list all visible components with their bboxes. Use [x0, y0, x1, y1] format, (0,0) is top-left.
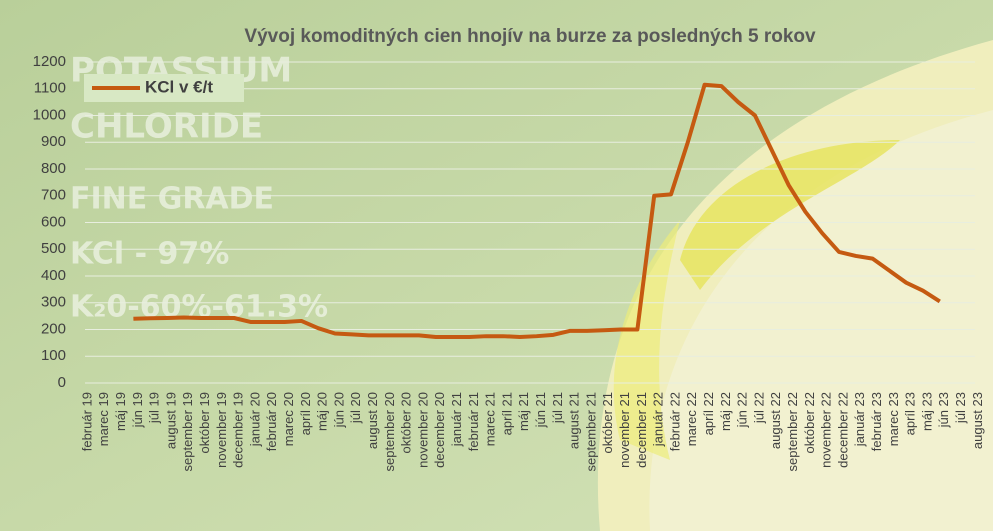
x-tick-label: október 20: [399, 392, 414, 453]
x-tick-label: marec 21: [483, 392, 498, 446]
y-tick-label: 300: [41, 294, 66, 311]
y-tick-label: 900: [41, 133, 66, 150]
x-tick-label: júl 20: [348, 392, 363, 424]
x-tick-label: júl 23: [953, 392, 968, 424]
x-tick-label: jún 23: [936, 392, 951, 428]
y-tick-label: 0: [58, 374, 66, 391]
x-tick-label: január 22: [651, 392, 666, 447]
y-tick-label: 600: [41, 213, 66, 230]
x-tick-label: máj 23: [919, 392, 934, 431]
x-tick-label: október 19: [197, 392, 212, 453]
y-tick-label: 1000: [33, 106, 66, 123]
x-tick-label: jún 19: [130, 392, 145, 428]
x-tick-label: jún 21: [533, 392, 548, 428]
x-tick-label: apríl 23: [903, 392, 918, 435]
background-text: FINE GRADE: [70, 182, 274, 217]
x-tick-label: december 19: [231, 392, 246, 468]
x-tick-label: november 22: [819, 392, 834, 468]
x-tick-label: máj 21: [516, 392, 531, 431]
legend-label: KCl v €/t: [145, 77, 213, 96]
x-tick-label: apríl 20: [298, 392, 313, 435]
x-tick-label: september 19: [180, 392, 195, 472]
x-tick-label: marec 23: [886, 392, 901, 446]
y-tick-label: 1200: [33, 53, 66, 70]
chart-title: Vývoj komoditných cien hnojív na burze z…: [244, 26, 816, 47]
y-tick-label: 500: [41, 240, 66, 257]
x-tick-label: august 19: [163, 392, 178, 449]
x-tick-label: november 20: [415, 392, 430, 468]
x-tick-label: júl 19: [147, 392, 162, 424]
x-tick-label: máj 22: [718, 392, 733, 431]
background-text: CHLORIDE: [70, 107, 263, 147]
y-tick-label: 400: [41, 267, 66, 284]
x-tick-label: október 22: [802, 392, 817, 453]
x-tick-label: február 19: [79, 392, 94, 451]
x-tick-label: február 21: [466, 392, 481, 451]
x-tick-label: júl 21: [550, 392, 565, 424]
x-tick-label: december 20: [432, 392, 447, 468]
x-tick-label: september 21: [583, 392, 598, 472]
x-tick-label: február 22: [667, 392, 682, 451]
x-tick-label: september 20: [382, 392, 397, 472]
x-tick-label: február 23: [869, 392, 884, 451]
x-tick-label: marec 20: [281, 392, 296, 446]
x-tick-label: október 21: [600, 392, 615, 453]
x-tick-label: august 22: [768, 392, 783, 449]
y-tick-label: 1100: [34, 80, 66, 97]
legend: KCl v €/t: [84, 74, 244, 102]
x-tick-label: apríl 21: [499, 392, 514, 435]
x-tick-label: august 20: [365, 392, 380, 449]
x-tick-label: marec 19: [96, 392, 111, 446]
y-tick-label: 100: [41, 347, 66, 364]
x-tick-label: september 22: [785, 392, 800, 472]
x-tick-label: november 19: [214, 392, 229, 468]
x-tick-label: jún 22: [735, 392, 750, 428]
x-tick-label: december 21: [634, 392, 649, 468]
chart: POTASSIUM CHLORIDE FINE GRADE KCl - 97% …: [0, 0, 993, 531]
x-tick-label: júl 22: [751, 392, 766, 424]
y-tick-label: 200: [41, 320, 66, 337]
x-tick-label: august 21: [567, 392, 582, 449]
x-tick-label: november 21: [617, 392, 632, 468]
x-tick-label: január 21: [449, 392, 464, 447]
y-tick-label: 800: [41, 160, 66, 177]
x-tick-label: apríl 22: [701, 392, 716, 435]
x-tick-label: august 23: [970, 392, 985, 449]
background-text: KCl - 97%: [70, 237, 229, 272]
x-tick-label: január 23: [852, 392, 867, 447]
x-tick-label: marec 22: [684, 392, 699, 446]
y-tick-label: 700: [41, 187, 66, 204]
x-tick-label: december 22: [835, 392, 850, 468]
x-tick-label: máj 20: [315, 392, 330, 431]
x-tick-label: máj 19: [113, 392, 128, 431]
x-tick-label: január 20: [247, 392, 262, 447]
x-tick-label: jún 20: [331, 392, 346, 428]
x-tick-label: február 20: [264, 392, 279, 451]
